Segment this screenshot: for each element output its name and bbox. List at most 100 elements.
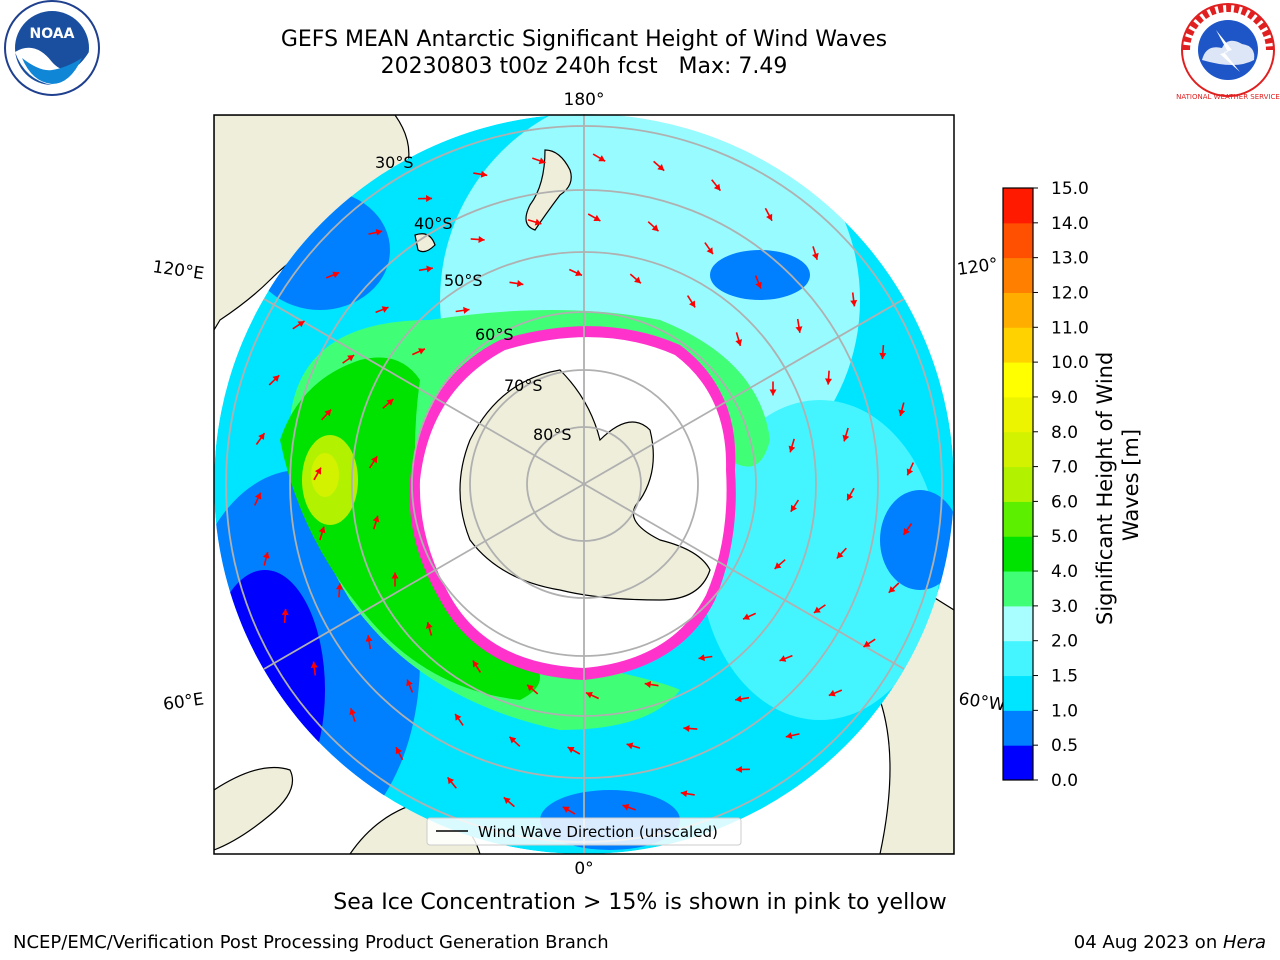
wind-wave-arrowhead (683, 725, 690, 732)
title-line-2: 20230803 t00z 240h fcst Max: 7.49 (380, 54, 788, 79)
wind-wave-arrowhead (769, 389, 777, 396)
wind-wave-arrowhead (828, 689, 836, 697)
wind-wave-arrowhead (562, 806, 570, 813)
colorbar-tick-label: 4.0 (1051, 562, 1078, 582)
wind-wave-arrowhead (534, 218, 542, 226)
colorbar-segment (1003, 605, 1033, 642)
wind-wave-arrowhead (478, 236, 485, 243)
wind-wave-arrowhead (788, 445, 796, 453)
wind-wave-arrowhead (651, 224, 659, 232)
wind-wave-arrowhead (755, 281, 762, 289)
footer-date-text: 04 Aug 2023 on (1073, 932, 1223, 953)
wind-wave-arrowhead (779, 655, 787, 662)
footer-branch: NCEP/EMC/Verification Post Processing Pr… (13, 932, 609, 953)
colorbar-tick-label: 7.0 (1051, 458, 1078, 478)
colorbar-tick-label: 0.5 (1051, 736, 1078, 756)
wind-wave-arrowhead (381, 306, 389, 313)
wind-wave-arrowhead (825, 378, 832, 385)
wind-wave-arrowhead (426, 195, 433, 202)
lat-label-80s: 80°S (533, 425, 572, 444)
tasmania-land (414, 233, 436, 253)
wind-wave-arrowhead (372, 515, 380, 523)
wind-wave-arrowhead (680, 790, 688, 798)
wind-wave-arrowhead (790, 504, 797, 512)
title-line-1: GEFS MEAN Antarctic Significant Height o… (280, 27, 888, 52)
wind-wave-arrowhead (743, 613, 750, 620)
wind-wave-arrowhead (575, 269, 582, 276)
colorbar-segment (1003, 710, 1033, 746)
wind-wave-arrowhead (785, 732, 793, 739)
wind-wave-arrowhead (879, 352, 887, 360)
lat-label-50s: 50°S (444, 271, 483, 290)
wind-wave-arrowhead (375, 229, 383, 236)
wind-wave-arrowhead (503, 797, 511, 804)
wind-wave-arrowhead (538, 157, 546, 165)
wind-wave-arrowhead (634, 276, 641, 284)
graticule (225, 114, 943, 854)
wind-wave-arrowhead (426, 265, 433, 273)
colorbar-segment (1003, 501, 1033, 537)
colorbar-tick-label: 15.0 (1051, 179, 1089, 199)
wind-wave-arrowhead (455, 713, 462, 721)
colorbar-segment (1003, 396, 1033, 433)
wind-wave-arrowhead (425, 622, 433, 629)
wind-wave-arrowhead (735, 766, 742, 773)
wind-wave-arrowhead (735, 695, 742, 703)
wind-wave-arrowhead (509, 736, 517, 744)
wind-wave-arrowhead (888, 586, 896, 593)
colorbar-segment (1003, 222, 1033, 259)
wind-wave-arrowhead (318, 526, 326, 534)
wind-wave-arrowhead (472, 660, 479, 668)
colorbar-segment (1003, 571, 1033, 607)
colorbar-label: Significant Height of Wind Waves [m] (1093, 345, 1143, 625)
colorbar-segment (1003, 675, 1033, 711)
wind-wave-arrowhead (593, 214, 601, 221)
lon-label-180: 180° (564, 90, 605, 110)
noaa-logo-icon: NOAA (4, 0, 100, 96)
wind-wave-arrowhead (644, 681, 652, 688)
colorbar-tick-label: 3.0 (1051, 597, 1078, 617)
colorbar-tick-label: 14.0 (1051, 214, 1089, 234)
wind-wave-arrowhead (863, 640, 871, 647)
wind-wave-arrowhead (657, 164, 665, 171)
colorbar-segment (1003, 257, 1033, 293)
colorbar-frame (1002, 187, 1034, 781)
colorbar-segment (1003, 640, 1033, 677)
wind-wave-arrowhead (713, 183, 721, 191)
new-zealand-land (525, 149, 572, 231)
colorbar-segment (1003, 292, 1033, 328)
wind-wave-arrowhead (774, 562, 782, 569)
map-legend: Wind Wave Direction (unscaled) (426, 817, 742, 846)
wind-wave-arrowhead (626, 742, 634, 750)
colorbar-segment (1003, 745, 1033, 781)
wind-wave-arrowhead (850, 300, 858, 307)
wind-wave-arrowhead (314, 467, 321, 475)
wind-wave-arrowhead (706, 247, 713, 255)
wind-wave-arrowhead (365, 635, 373, 642)
wind-wave-arrowhead (567, 747, 575, 754)
wind-wave-arrowhead (735, 339, 743, 346)
colorbar-tick-label: 2.0 (1051, 632, 1078, 652)
sea-ice-caption: Sea Ice Concentration > 15% is shown in … (333, 890, 947, 915)
wind-wave-arrowhead (347, 355, 355, 362)
africa-land (214, 766, 294, 851)
lon-label-0: 0° (574, 859, 593, 879)
colorbar-tick-label: 6.0 (1051, 492, 1078, 512)
lat-label-60s: 60°S (475, 325, 514, 344)
wind-wave-arrowhead (395, 747, 402, 755)
colorbar-tick-label: 10.0 (1051, 353, 1089, 373)
wind-wave-arrowhead (586, 692, 593, 699)
colorbar-segment (1003, 188, 1033, 224)
lat-label-40s: 40°S (414, 214, 453, 233)
colorbar-segment (1003, 362, 1033, 398)
wind-wave-arrowhead (516, 280, 524, 287)
wind-wave-arrowhead (262, 552, 270, 559)
colorbar-tick-label: 0.0 (1051, 771, 1078, 791)
nws-logo-text: NATIONAL WEATHER SERVICE (1176, 93, 1280, 101)
lat-label-30s: 30°S (375, 153, 414, 172)
colorbar-segment (1003, 431, 1033, 468)
wind-wave-arrowhead (349, 708, 356, 716)
wave-field-0-5m-ne (710, 250, 810, 300)
